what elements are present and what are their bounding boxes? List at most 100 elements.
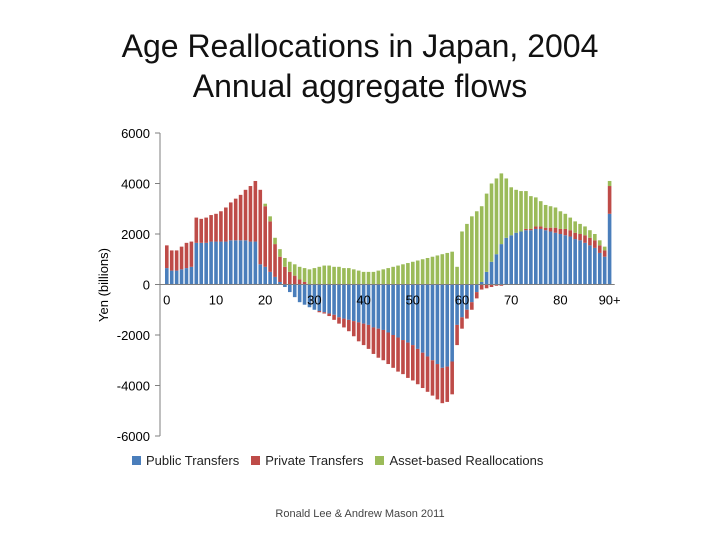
bar-public-age-45: [386, 284, 390, 333]
legend-swatch-private: [251, 456, 261, 465]
bar-public-age-1: [169, 270, 174, 285]
y-axis-label: Yen (billions): [96, 248, 111, 322]
bar-private-age-33: [327, 313, 331, 317]
bar-public-age-77: [543, 230, 548, 285]
bar-public-age-0: [165, 268, 169, 285]
bar-private-age-22: [273, 244, 277, 277]
x-tick-label: 30: [307, 293, 321, 308]
bar-public-age-13: [228, 240, 233, 285]
bar-asset-age-21: [268, 216, 272, 222]
bar-public-age-18: [253, 241, 258, 285]
bar-asset-age-51: [415, 260, 420, 285]
bar-private-age-24: [283, 266, 287, 285]
bar-asset-age-81: [563, 213, 568, 229]
y-tick-label: 0: [143, 278, 150, 293]
bar-public-age-83: [573, 239, 577, 285]
legend-label-asset: Asset-based Reallocations: [389, 453, 544, 468]
legend-label-private: Private Transfers: [265, 453, 364, 468]
bar-private-age-34: [332, 314, 336, 320]
bar-public-age-73: [524, 230, 528, 285]
bar-public-age-3: [179, 269, 184, 285]
bar-private-age-61: [465, 309, 469, 319]
bar-public-age-84: [578, 240, 582, 285]
bar-asset-age-77: [543, 204, 548, 228]
bar-public-age-68: [499, 244, 504, 285]
bar-asset-age-88: [597, 240, 602, 246]
bar-public-age-74: [529, 230, 533, 285]
bar-private-age-18: [253, 180, 258, 242]
bar-public-age-46: [391, 284, 395, 335]
bar-private-age-57: [445, 366, 450, 402]
bar-public-age-27: [297, 284, 302, 303]
bar-asset-age-85: [583, 226, 587, 236]
bar-private-age-48: [401, 340, 405, 375]
bar-public-age-70: [509, 235, 513, 285]
bar-private-age-1: [169, 250, 174, 271]
bar-private-age-82: [568, 230, 573, 237]
bar-asset-age-33: [327, 265, 331, 285]
bar-private-age-35: [337, 317, 341, 324]
bar-private-age-39: [356, 322, 361, 342]
bar-asset-age-61: [465, 223, 469, 285]
bar-public-age-66: [489, 261, 494, 285]
bar-public-age-16: [243, 240, 248, 285]
bar-public-age-72: [519, 231, 523, 285]
chart-title-line2: Annual aggregate flows: [192, 68, 528, 104]
bar-asset-age-86: [588, 230, 592, 238]
bar-asset-age-87: [593, 234, 597, 241]
bar-asset-age-56: [440, 254, 445, 285]
bar-public-age-71: [514, 232, 518, 285]
bar-asset-age-25: [288, 261, 292, 272]
bar-private-age-81: [563, 228, 568, 236]
y-tick-label: 6000: [121, 126, 150, 141]
bar-asset-age-68: [499, 173, 504, 245]
bar-asset-age-62: [470, 216, 474, 285]
bar-private-age-88: [597, 245, 602, 253]
bar-public-age-22: [273, 276, 277, 285]
bar-asset-age-44: [381, 269, 386, 285]
bar-public-age-5: [189, 266, 194, 285]
bar-public-age-67: [494, 254, 499, 285]
bar-public-age-8: [204, 242, 208, 285]
bar-public-age-39: [356, 284, 361, 323]
bar-public-age-26: [292, 284, 297, 298]
bar-asset-age-53: [425, 257, 430, 285]
bar-private-age-46: [391, 335, 395, 368]
bar-public-age-81: [563, 235, 568, 285]
bar-private-age-51: [415, 348, 420, 385]
bar-private-age-79: [553, 227, 558, 233]
legend-swatch-asset: [375, 456, 385, 465]
bar-private-age-47: [396, 337, 400, 372]
bar-private-age-77: [543, 227, 548, 231]
bar-asset-age-58: [450, 251, 454, 285]
bar-public-age-15: [238, 240, 243, 285]
bar-private-age-6: [194, 217, 199, 243]
bar-private-age-16: [243, 189, 248, 241]
bar-public-age-85: [583, 242, 587, 285]
bar-public-age-10: [214, 241, 218, 285]
bar-private-age-31: [317, 311, 322, 313]
bar-private-age-89: [602, 250, 607, 257]
bar-private-age-14: [233, 198, 238, 241]
legend-item-asset: Asset-based Reallocations: [375, 453, 543, 468]
bar-private-age-50: [411, 345, 415, 381]
bar-asset-age-55: [435, 255, 440, 285]
bar-asset-age-66: [489, 183, 494, 262]
bar-public-age-79: [553, 232, 558, 285]
x-tick-label: 0: [163, 293, 170, 308]
bar-public-age-49: [406, 284, 410, 343]
bar-public-age-63: [474, 284, 479, 293]
x-tick-label: 10: [209, 293, 223, 308]
bar-public-age-76: [538, 228, 543, 285]
bar-public-age-36: [342, 284, 346, 319]
bar-private-age-11: [219, 211, 223, 242]
bar-asset-age-79: [553, 207, 558, 228]
bar-private-age-8: [204, 217, 208, 243]
bar-private-age-38: [351, 321, 356, 337]
bar-private-age-5: [189, 241, 194, 267]
y-tick-label: -6000: [117, 429, 150, 444]
bar-private-age-62: [470, 302, 474, 310]
chart-legend: Public Transfers Private Transfers Asset…: [132, 453, 543, 468]
bar-private-age-76: [538, 226, 543, 229]
bar-private-age-59: [455, 324, 459, 346]
